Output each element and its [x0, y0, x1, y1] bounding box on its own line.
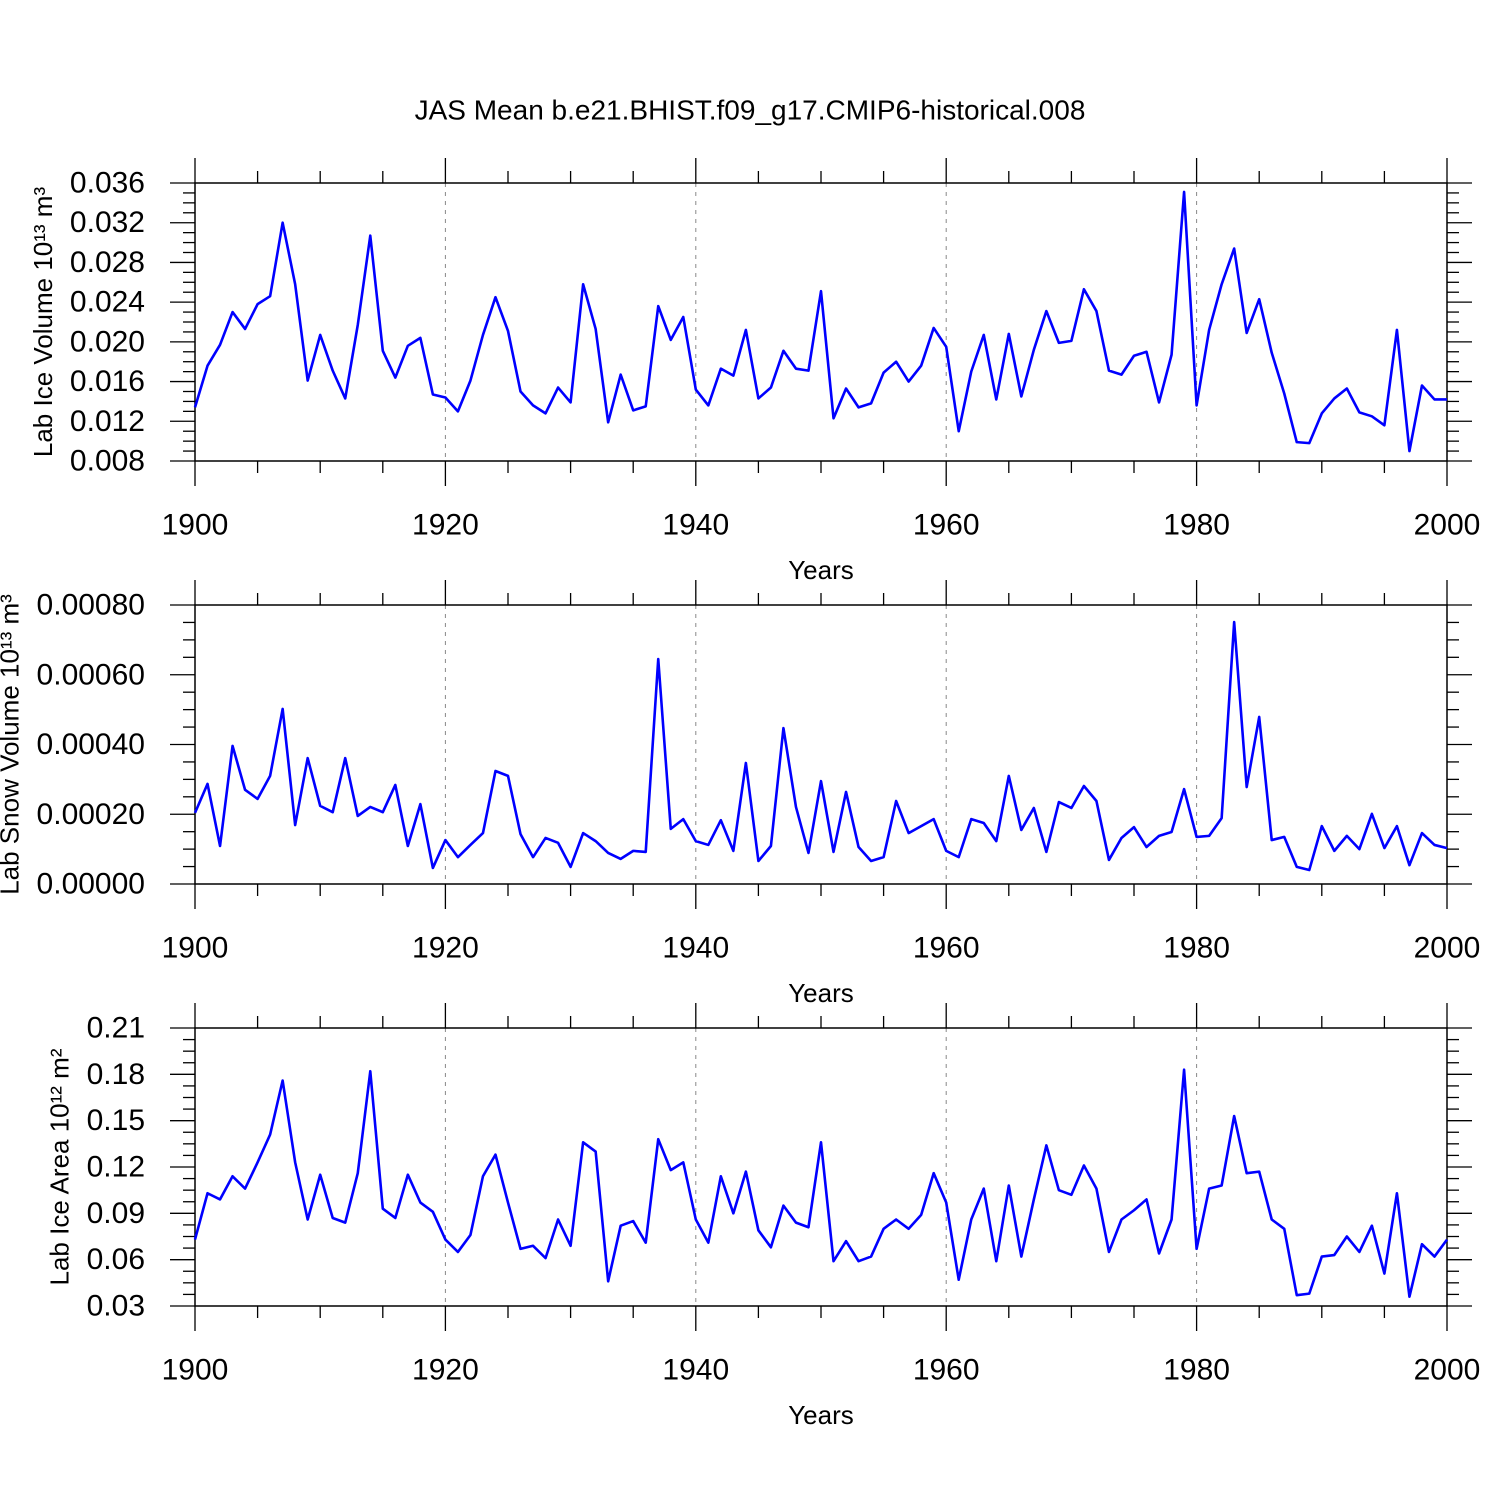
y-tick-label: 0.00040: [37, 728, 145, 761]
x-tick-label: 1980: [1163, 1354, 1230, 1387]
series-line: [193, 620, 1448, 872]
x-tick-label: 1940: [662, 1354, 729, 1387]
y-axis-label: Lab Ice Volume 10¹³ m³: [28, 187, 58, 458]
y-tick-label: 0.036: [70, 167, 145, 200]
y-tick-label: 0.00060: [37, 658, 145, 691]
x-tick-label: 2000: [1414, 1354, 1481, 1387]
y-tick-label: 0.032: [70, 206, 145, 239]
plot-frame: [194, 182, 1448, 462]
x-tick-label: 1920: [412, 509, 479, 542]
y-tick-label: 0.06: [87, 1243, 145, 1276]
x-tick-label: 1900: [162, 932, 229, 965]
x-tick-label: 1900: [162, 509, 229, 542]
y-tick-label: 0.008: [70, 445, 145, 478]
x-tick-label: 1960: [913, 1354, 980, 1387]
panel: 1900 1920 1940 1960 1980 2000 0.03 0.06 0.09 0.12…: [45, 1003, 1481, 1430]
x-tick-label: 2000: [1414, 932, 1481, 965]
y-tick-label: 0.15: [87, 1104, 145, 1137]
x-axis-label: Years: [788, 978, 854, 1008]
x-tick-label: 1940: [662, 509, 729, 542]
y-tick-label: 0.21: [87, 1012, 145, 1045]
x-tick-label: 1960: [913, 509, 980, 542]
x-tick-label: 1980: [1163, 932, 1230, 965]
y-tick-label: 0.016: [70, 365, 145, 398]
y-tick-label: 0.020: [70, 325, 145, 358]
y-axis-label: Lab Ice Area 10¹² m²: [45, 1048, 75, 1285]
x-tick-label: 1940: [662, 932, 729, 965]
x-tick-label: 1980: [1163, 509, 1230, 542]
y-tick-label: 0.012: [70, 405, 145, 438]
x-tick-label: 2000: [1414, 509, 1481, 542]
y-axis-label: Lab Snow Volume 10¹³ m³: [0, 594, 25, 895]
x-tick-label: 1960: [913, 932, 980, 965]
x-tick-label: 1900: [162, 1354, 229, 1387]
y-tick-label: 0.18: [87, 1058, 145, 1091]
y-tick-label: 0.12: [87, 1151, 145, 1184]
y-tick-label: 0.00000: [37, 868, 145, 901]
y-tick-label: 0.09: [87, 1197, 145, 1230]
panel: 1900 1920 1940 1960 1980 2000 0.008 0.012 0.016 0…: [28, 158, 1480, 585]
y-tick-label: 0.00020: [37, 798, 145, 831]
x-tick-label: 1920: [412, 1354, 479, 1387]
series-line: [193, 1068, 1449, 1299]
y-tick-label: 0.03: [87, 1290, 145, 1323]
y-tick-label: 0.00080: [37, 589, 145, 622]
x-axis-label: Years: [788, 555, 854, 585]
figure-title: JAS Mean b.e21.BHIST.f09_g17.CMIP6-histo…: [415, 95, 1086, 126]
plot-frame: [194, 604, 1448, 885]
plot-frame: [194, 1027, 1448, 1307]
x-tick-label: 1920: [412, 932, 479, 965]
y-tick-label: 0.024: [70, 286, 145, 319]
series-line: [193, 190, 1447, 453]
y-tick-label: 0.028: [70, 246, 145, 279]
x-axis-label: Years: [788, 1400, 854, 1430]
panel: 1900 1920 1940 1960 1980 2000 0.00000 0.00020 0.…: [0, 580, 1480, 1008]
